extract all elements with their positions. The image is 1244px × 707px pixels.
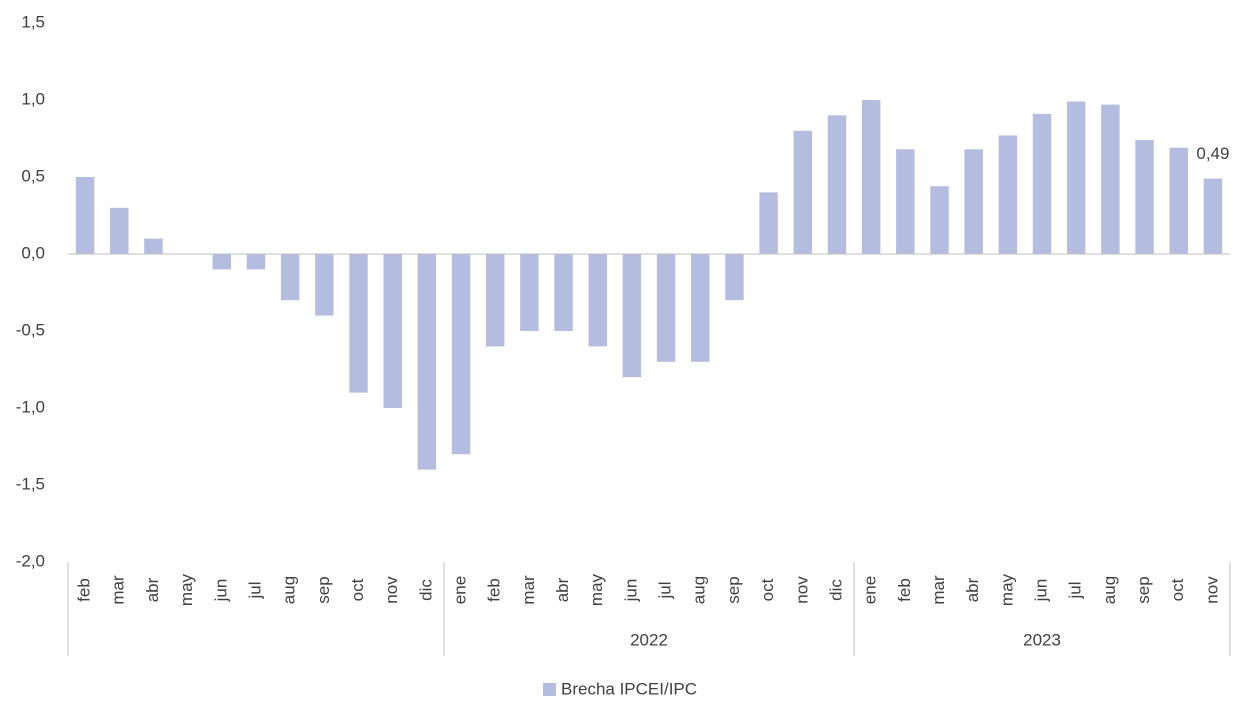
x-tick-label: jun [621, 579, 640, 603]
x-tick-label: abr [553, 577, 572, 602]
bar [417, 254, 437, 470]
y-tick-label: -0,5 [16, 320, 45, 339]
x-tick-label: ene [861, 576, 880, 604]
x-tick-label: aug [280, 576, 299, 604]
bar [75, 177, 95, 254]
y-tick-label: -1,0 [16, 397, 45, 416]
bar [1169, 147, 1188, 254]
x-tick-label: may [177, 573, 196, 606]
x-tick-label: oct [758, 578, 777, 601]
x-tick-label: feb [75, 578, 94, 602]
x-tick-label: abr [143, 577, 162, 602]
x-tick-label: mar [519, 575, 538, 605]
x-tick-label: oct [348, 578, 367, 601]
x-tick-label: sep [314, 576, 333, 603]
x-tick-label: oct [1168, 578, 1187, 601]
bar [896, 149, 915, 254]
y-tick-label: 0,0 [21, 243, 45, 262]
y-tick-label: 1,0 [21, 89, 45, 108]
bar [930, 186, 949, 254]
bar [998, 135, 1018, 254]
bar [725, 254, 744, 301]
bar [383, 254, 402, 408]
bar [451, 254, 471, 455]
bar [622, 254, 642, 378]
x-tick-label: jun [1032, 579, 1051, 603]
bar [280, 254, 300, 301]
bar [656, 254, 676, 362]
x-tick-label: mar [929, 575, 948, 605]
bar [793, 130, 813, 254]
x-tick-label: abr [963, 577, 982, 602]
x-tick-label: ene [451, 576, 470, 604]
bar [588, 254, 607, 347]
x-tick-label: dic [416, 579, 435, 601]
y-tick-label: 1,5 [21, 12, 45, 31]
bar [520, 254, 539, 331]
bar [315, 254, 334, 316]
x-tick-label: jun [211, 579, 230, 603]
bar [691, 254, 710, 362]
x-tick-label: jul [656, 581, 675, 599]
bar [1135, 140, 1154, 254]
data-label: 0,49 [1196, 144, 1229, 163]
x-tick-label: mar [109, 575, 128, 605]
bar [349, 254, 368, 393]
bar [1066, 101, 1086, 254]
bar [964, 149, 983, 254]
legend-swatch [543, 683, 556, 696]
bar [827, 115, 847, 255]
bar [246, 254, 266, 270]
bar [485, 254, 505, 347]
x-tick-label: sep [1134, 576, 1153, 603]
x-tick-label: may [587, 573, 606, 606]
x-group-label: 2023 [1023, 630, 1061, 649]
x-tick-label: aug [1100, 576, 1119, 604]
legend-label: Brecha IPCEI/IPC [561, 679, 697, 698]
x-tick-label: feb [895, 578, 914, 602]
bar [144, 238, 163, 254]
x-tick-label: may [997, 573, 1016, 606]
x-tick-label: feb [485, 578, 504, 602]
x-tick-label: nov [1202, 576, 1221, 604]
x-tick-label: nov [382, 576, 401, 604]
y-tick-label: 0,5 [21, 166, 45, 185]
bar [110, 207, 129, 254]
y-tick-label: -1,5 [16, 474, 45, 493]
x-tick-label: jul [245, 581, 264, 599]
y-tick-label: -2,0 [16, 551, 45, 570]
bar [1101, 104, 1120, 255]
x-tick-label: nov [792, 576, 811, 604]
bar [1032, 113, 1052, 254]
x-tick-label: dic [826, 579, 845, 601]
bar [759, 192, 778, 254]
x-tick-label: jul [1066, 581, 1085, 599]
bar [1203, 178, 1223, 254]
x-tick-label: sep [724, 576, 743, 603]
x-group-label: 2022 [630, 630, 668, 649]
bar [554, 254, 573, 331]
bar [212, 254, 232, 270]
x-tick-label: aug [690, 576, 709, 604]
bar [861, 100, 881, 254]
